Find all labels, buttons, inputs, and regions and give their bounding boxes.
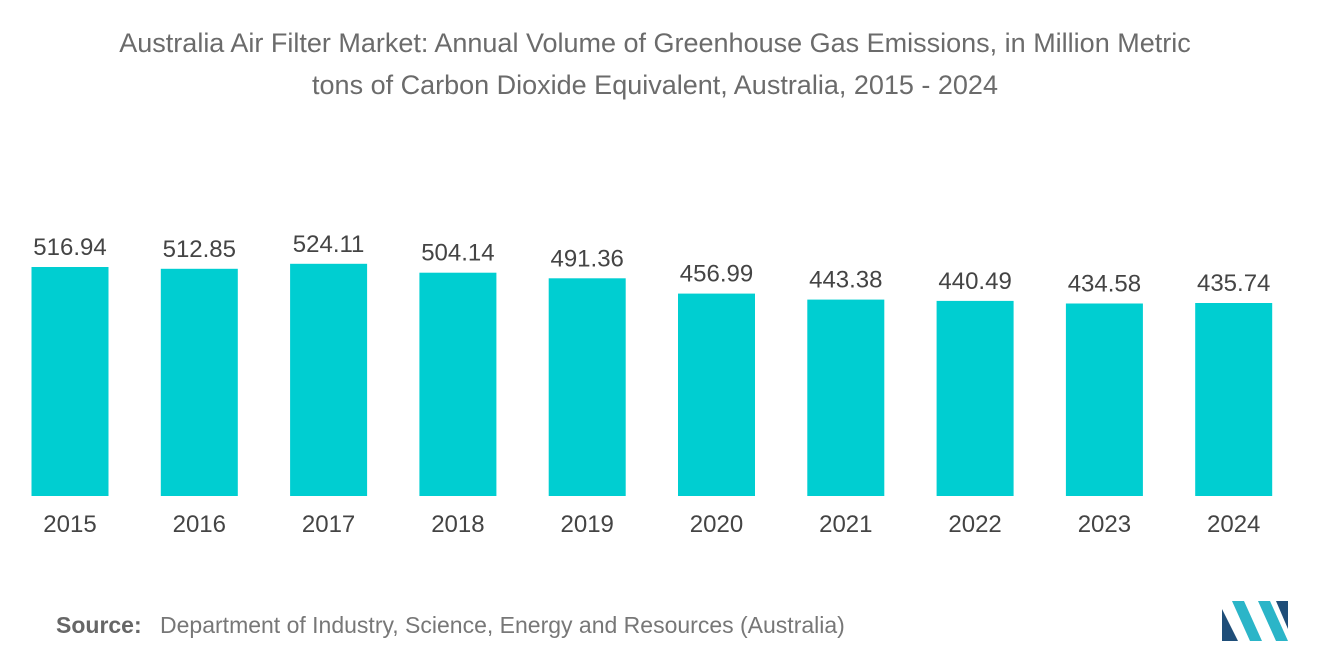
source-text: Department of Industry, Science, Energy … xyxy=(160,612,845,638)
x-tick-label-2020: 2020 xyxy=(690,511,743,538)
chart-title-line-1: Australia Air Filter Market: Annual Volu… xyxy=(119,28,1191,58)
logo-left-stroke xyxy=(1222,609,1238,641)
x-tick-label-2016: 2016 xyxy=(173,511,226,538)
x-tick-label-2023: 2023 xyxy=(1078,511,1131,538)
data-label-2020: 456.99 xyxy=(680,261,753,288)
x-tick-label-2018: 2018 xyxy=(431,511,484,538)
x-tick-label-2015: 2015 xyxy=(43,511,96,538)
data-label-2022: 440.49 xyxy=(938,268,1011,295)
bar-2018 xyxy=(419,272,497,496)
chart-title-line-2: tons of Carbon Dioxide Equivalent, Austr… xyxy=(312,70,998,100)
x-tick-label-2024: 2024 xyxy=(1207,511,1260,538)
data-label-2016: 512.85 xyxy=(163,236,236,263)
x-tick-label-2021: 2021 xyxy=(819,511,872,538)
bar-2015 xyxy=(31,267,109,496)
bar-2022 xyxy=(936,300,1014,496)
data-label-2018: 504.14 xyxy=(421,240,494,267)
x-tick-label-2017: 2017 xyxy=(302,511,355,538)
bar-2020 xyxy=(678,293,755,496)
data-label-2021: 443.38 xyxy=(809,267,882,294)
logo-mid-stroke xyxy=(1232,601,1262,641)
bar-2024 xyxy=(1195,303,1273,496)
bar-2016 xyxy=(160,268,238,496)
x-tick-label-2022: 2022 xyxy=(948,511,1001,538)
x-tick-label-2019: 2019 xyxy=(561,511,614,538)
logo-right-stroke xyxy=(1258,601,1288,641)
source-note: Source: Department of Industry, Science,… xyxy=(56,612,845,639)
data-label-2024: 435.74 xyxy=(1197,270,1270,297)
data-label-2015: 516.94 xyxy=(33,234,106,261)
mordor-intelligence-logo xyxy=(1222,601,1288,641)
bar-chart: 516.94 2015 512.85 2016 524.11 2017 504.14 2018… xyxy=(31,231,1273,538)
bar-2021 xyxy=(807,299,885,496)
data-label-2023: 434.58 xyxy=(1068,271,1141,298)
bar-2023 xyxy=(1065,303,1143,496)
source-label: Source: xyxy=(56,612,142,638)
bar-2019 xyxy=(548,278,626,496)
logo-right-bar xyxy=(1276,601,1288,629)
data-label-2017: 524.11 xyxy=(293,231,365,258)
chart-title: Australia Air Filter Market: Annual Volu… xyxy=(0,22,1310,106)
bar-2017 xyxy=(290,263,368,496)
data-label-2019: 491.36 xyxy=(550,245,623,272)
